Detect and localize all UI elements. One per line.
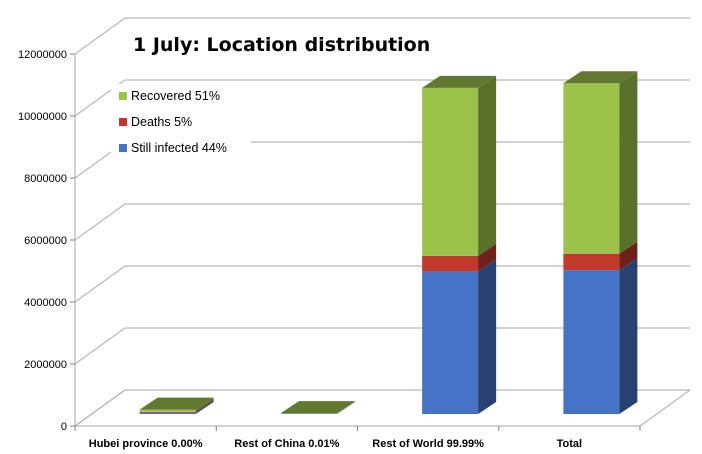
bar-segment bbox=[563, 270, 620, 414]
y-tick-label: 12000000 bbox=[18, 49, 67, 61]
legend-label: Still infected 44% bbox=[131, 141, 227, 155]
bar-segment bbox=[422, 271, 479, 414]
bar-segment bbox=[422, 87, 479, 256]
bar-segment-side bbox=[195, 397, 214, 412]
x-category-label: Total bbox=[557, 438, 582, 450]
bar-segment-side bbox=[336, 401, 355, 414]
gridline-side bbox=[74, 265, 126, 303]
x-category-label: Hubei province 0.00% bbox=[89, 438, 203, 450]
bar-segment bbox=[139, 411, 196, 413]
gridline-side bbox=[74, 17, 126, 55]
bar-segment-side bbox=[336, 401, 355, 414]
legend: Recovered 51% Deaths 5% Still infected 44% bbox=[111, 84, 251, 162]
y-tick-label: 2000000 bbox=[24, 359, 67, 371]
bar-segment bbox=[563, 83, 620, 254]
bar-top bbox=[139, 397, 214, 410]
bar-segment-side bbox=[478, 75, 497, 256]
bar-segment-side bbox=[336, 401, 355, 414]
bar-segment bbox=[422, 255, 479, 272]
y-tick-label: 8000000 bbox=[24, 173, 67, 185]
x-category-label: Rest of China 0.01% bbox=[234, 438, 339, 450]
bar-segment bbox=[139, 409, 196, 412]
bar-stack bbox=[280, 401, 355, 414]
bar-segment-side bbox=[619, 71, 638, 254]
y-tick-label: 6000000 bbox=[24, 235, 67, 247]
bar-stack bbox=[139, 397, 214, 414]
gridline-side bbox=[74, 389, 126, 427]
legend-swatch bbox=[119, 92, 127, 100]
bar-segment-side bbox=[195, 399, 214, 413]
bar-segment-side bbox=[195, 400, 214, 414]
chart-title: 1 July: Location distribution bbox=[133, 34, 430, 56]
legend-label: Deaths 5% bbox=[131, 115, 192, 129]
legend-box bbox=[111, 84, 251, 162]
bar-top bbox=[563, 71, 638, 84]
bar-segment-side bbox=[619, 241, 638, 271]
bar-top bbox=[422, 75, 497, 88]
floor-right-edge bbox=[639, 389, 691, 427]
y-tick-label: 0 bbox=[61, 421, 67, 433]
y-tick-label: 10000000 bbox=[18, 111, 67, 123]
bar-segment-side bbox=[619, 258, 638, 414]
gridline-side bbox=[74, 327, 126, 365]
bar-top bbox=[280, 401, 355, 414]
legend-swatch bbox=[119, 118, 127, 126]
bar-segment-side bbox=[478, 243, 497, 272]
bar-segment bbox=[563, 253, 620, 271]
legend-swatch bbox=[119, 144, 127, 152]
bar-segment bbox=[139, 412, 196, 414]
x-category-label: Rest of World 99.99% bbox=[372, 438, 484, 450]
bar-stack bbox=[563, 71, 638, 414]
bar-segment-side bbox=[478, 259, 497, 414]
bar-stack bbox=[422, 75, 497, 414]
gridline-side bbox=[74, 203, 126, 241]
legend-label: Recovered 51% bbox=[131, 89, 220, 103]
y-tick-label: 4000000 bbox=[24, 297, 67, 309]
